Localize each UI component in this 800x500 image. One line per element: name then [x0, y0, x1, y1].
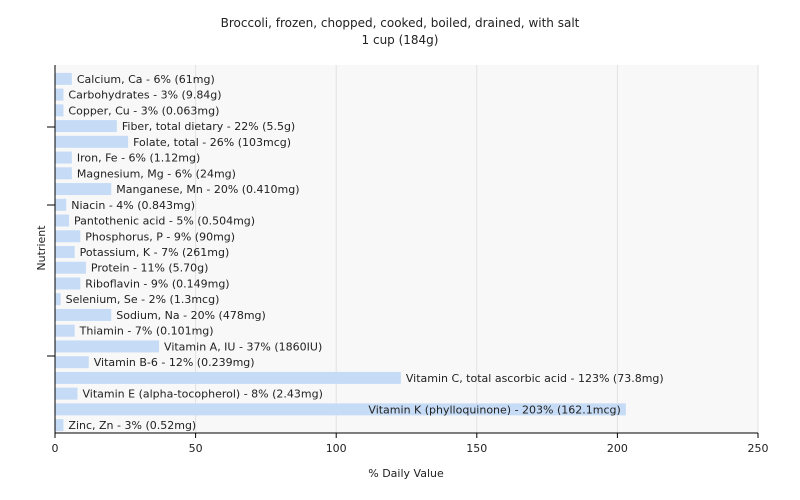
x-tick-label: 150	[466, 442, 487, 455]
x-tick-label: 100	[326, 442, 347, 455]
bar-label: Vitamin K (phylloquinone) - 203% (162.1m…	[368, 403, 620, 416]
bar	[55, 403, 626, 416]
bar	[55, 88, 64, 101]
bar-label: Protein - 11% (5.70g)	[91, 262, 209, 275]
bar-label: Zinc, Zn - 3% (0.52mg)	[68, 419, 196, 432]
bar	[55, 167, 72, 180]
bar-label: Pantothenic acid - 5% (0.504mg)	[74, 215, 255, 228]
chart-subtitle: 1 cup (184g)	[362, 33, 439, 47]
plot-area: 0 50 100 150 200 250 Calcium, Ca - 6% (61mg) Ca…	[47, 65, 769, 455]
bar-label: Folate, total - 26% (103mcg)	[133, 136, 291, 149]
bar	[55, 246, 75, 258]
bar-label: Selenium, Se - 2% (1.3mcg)	[66, 293, 220, 306]
bar	[55, 277, 81, 290]
bar	[55, 230, 81, 243]
bar-label: Vitamin B-6 - 12% (0.239mg)	[94, 356, 255, 369]
x-tick-label: 200	[607, 442, 628, 455]
bar-label: Vitamin A, IU - 37% (1860IU)	[164, 340, 322, 353]
bar-label: Riboflavin - 9% (0.149mg)	[85, 277, 229, 290]
bar	[55, 324, 75, 337]
bar-label: Copper, Cu - 3% (0.063mg)	[68, 104, 219, 117]
bar-label: Niacin - 4% (0.843mg)	[71, 199, 195, 212]
bar-label: Calcium, Ca - 6% (61mg)	[77, 73, 215, 86]
bar-label: Vitamin C, total ascorbic acid - 123% (7…	[406, 372, 664, 385]
bar	[55, 104, 64, 117]
bar	[55, 120, 117, 133]
bar	[55, 387, 78, 400]
bar	[55, 261, 86, 274]
bar-label: Manganese, Mn - 20% (0.410mg)	[116, 183, 299, 196]
bar	[55, 340, 160, 353]
bar-label: Iron, Fe - 6% (1.12mg)	[77, 152, 200, 165]
bar-label: Potassium, K - 7% (261mg)	[80, 246, 230, 259]
bar-label: Fiber, total dietary - 22% (5.5g)	[122, 120, 295, 133]
x-tick-label: 250	[748, 442, 769, 455]
x-tick-label: 0	[52, 442, 59, 455]
bar-label: Sodium, Na - 20% (478mg)	[116, 309, 266, 322]
bar	[55, 371, 401, 384]
bar-label: Carbohydrates - 3% (9.84g)	[68, 89, 221, 102]
bar-label: Vitamin E (alpha-tocopherol) - 8% (2.43m…	[82, 388, 322, 401]
bar	[55, 72, 72, 85]
bar-label: Phosphorus, P - 9% (90mg)	[85, 230, 235, 243]
bar	[55, 151, 72, 164]
bar	[55, 214, 70, 227]
x-tick-label: 50	[189, 442, 203, 455]
bar	[55, 293, 61, 306]
bar	[55, 308, 112, 321]
bar	[55, 135, 129, 148]
chart-title: Broccoli, frozen, chopped, cooked, boile…	[221, 16, 580, 30]
bar-label: Magnesium, Mg - 6% (24mg)	[77, 167, 236, 180]
bar	[55, 183, 112, 196]
plot-background	[55, 65, 758, 433]
x-axis-label: % Daily Value	[368, 467, 444, 480]
bar	[55, 419, 64, 432]
bar	[55, 198, 67, 211]
bar	[55, 356, 89, 369]
bar-label: Thiamin - 7% (0.101mg)	[79, 325, 214, 338]
y-axis-label: Nutrient	[35, 225, 48, 271]
